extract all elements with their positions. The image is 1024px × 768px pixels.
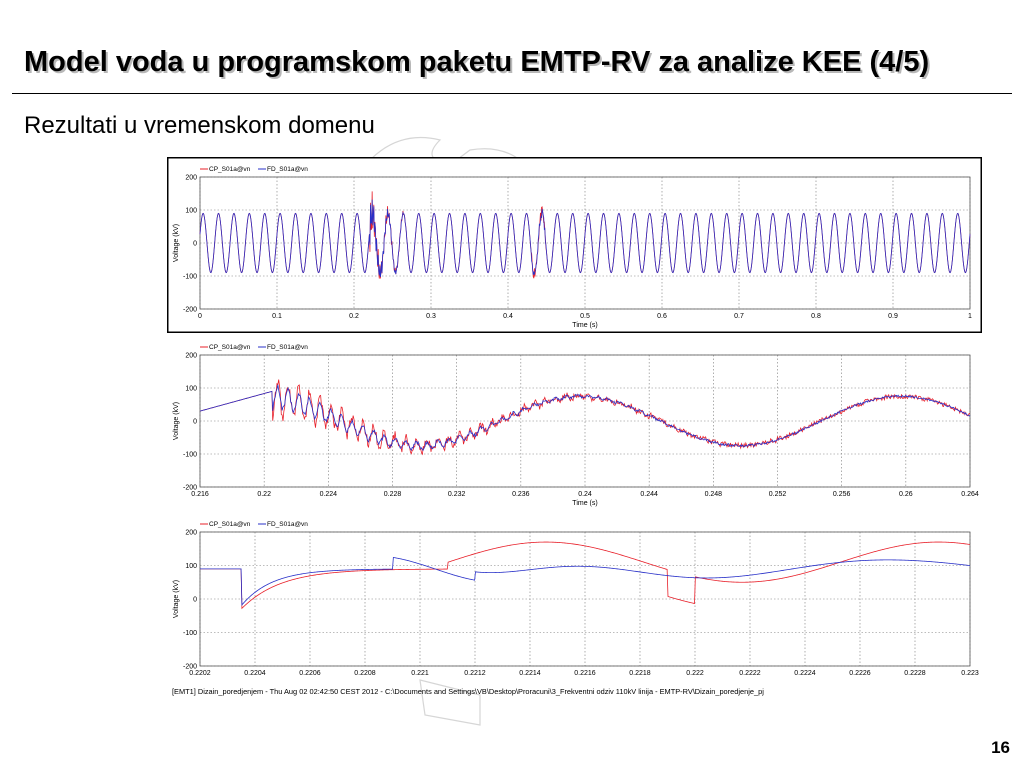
x-tick-label: 0.224 bbox=[320, 491, 338, 498]
y-axis-label: Voltage (kV) bbox=[173, 402, 180, 440]
x-tick-label: 0.26 bbox=[899, 491, 913, 498]
legend: CP_S01a@vn FD_S01a@vn bbox=[200, 344, 308, 351]
x-tick-label: 0.248 bbox=[705, 491, 723, 498]
x-tick-label: 0.1 bbox=[272, 313, 282, 320]
x-tick-label: 0.7 bbox=[734, 313, 744, 320]
chart-3: 0.2202 0.2204 0.2206 0.2208 0.221 0.2212 0.221… bbox=[173, 521, 979, 677]
x-tick-label: 0.2208 bbox=[354, 670, 376, 677]
series-fd-line bbox=[199, 199, 971, 278]
y-tick-label: -100 bbox=[183, 274, 197, 281]
chart-outer-frame bbox=[167, 157, 982, 333]
y-tick-label: 0 bbox=[193, 419, 197, 426]
x-tick-label: 0.252 bbox=[769, 491, 787, 498]
x-tick-label: 0.2214 bbox=[519, 670, 541, 677]
x-tick-label: 0.2 bbox=[349, 313, 359, 320]
y-tick-label: 200 bbox=[185, 530, 197, 537]
x-tick-label: 0.2218 bbox=[629, 670, 651, 677]
series-fd-line bbox=[200, 557, 971, 606]
x-axis-label: Time (s) bbox=[572, 500, 597, 507]
x-tick-label: 0.2224 bbox=[794, 670, 816, 677]
x-tick-label: 0.22 bbox=[257, 491, 271, 498]
chart-panel-1: 0 0.1 0.2 0.3 0.4 0.5 0.6 0.7 0.8 0.9 1 200 100 0 -100… bbox=[167, 157, 982, 333]
x-tick-label: 0.6 bbox=[657, 313, 667, 320]
slide-subtitle: Rezultati u vremenskom domenu bbox=[24, 112, 375, 139]
y-axis-label: Voltage (kV) bbox=[173, 580, 180, 618]
title-divider bbox=[12, 93, 1012, 94]
footer-path: [EMT1] Dizain_poredjenjem - Thu Aug 02 0… bbox=[172, 687, 764, 696]
x-tick-label: 0.221 bbox=[411, 670, 429, 677]
chart-2: 0.216 0.22 0.224 0.228 0.232 0.236 0.24 0.244 0.… bbox=[173, 344, 979, 507]
grid bbox=[199, 354, 971, 488]
x-tick-label: 0.264 bbox=[961, 491, 979, 498]
plot-area-frame bbox=[199, 531, 971, 667]
y-tick-label: -200 bbox=[183, 664, 197, 671]
series-fd-line bbox=[199, 384, 971, 452]
x-tick-label: 0.244 bbox=[640, 491, 658, 498]
x-tick-label: 0 bbox=[198, 313, 202, 320]
legend-label: CP_S01a@vn bbox=[209, 344, 251, 351]
plot-area-frame bbox=[199, 354, 971, 488]
x-tick-label: 0.236 bbox=[512, 491, 530, 498]
x-tick-label: 0.8 bbox=[811, 313, 821, 320]
x-tick-label: 0.222 bbox=[686, 670, 704, 677]
y-tick-label: 100 bbox=[185, 386, 197, 393]
y-tick-label: 0 bbox=[193, 241, 197, 248]
y-tick-label: 100 bbox=[185, 563, 197, 570]
y-tick-label: 200 bbox=[185, 175, 197, 182]
legend-label: CP_S01a@vn bbox=[209, 521, 251, 528]
x-tick-label: 0.223 bbox=[961, 670, 979, 677]
x-tick-label: 0.2212 bbox=[464, 670, 486, 677]
legend-label: CP_S01a@vn bbox=[209, 166, 251, 173]
x-tick-label: 0.24 bbox=[578, 491, 592, 498]
y-tick-label: -100 bbox=[183, 452, 197, 459]
x-tick-label: 0.2228 bbox=[904, 670, 926, 677]
chart-panel-2: 0.216 0.22 0.224 0.228 0.232 0.236 0.24 0.244 0.… bbox=[167, 337, 982, 511]
x-tick-label: 0.5 bbox=[580, 313, 590, 320]
x-tick-label: 0.228 bbox=[384, 491, 402, 498]
y-tick-label: -100 bbox=[183, 630, 197, 637]
legend-label: FD_S01a@vn bbox=[267, 166, 308, 173]
x-tick-label: 0.232 bbox=[448, 491, 466, 498]
x-tick-label: 0.2222 bbox=[739, 670, 761, 677]
x-tick-label: 0.2216 bbox=[574, 670, 596, 677]
chart-panel-3: 0.2202 0.2204 0.2206 0.2208 0.221 0.2212 0.221… bbox=[167, 514, 982, 684]
legend-label: FD_S01a@vn bbox=[267, 521, 308, 528]
x-tick-label: 0.256 bbox=[833, 491, 851, 498]
x-tick-label: 0.2206 bbox=[299, 670, 321, 677]
y-tick-label: -200 bbox=[183, 485, 197, 492]
legend: CP_S01a@vn FD_S01a@vn bbox=[200, 166, 308, 173]
grid bbox=[199, 531, 971, 667]
series-cp-line bbox=[199, 379, 971, 456]
series-cp-line bbox=[200, 541, 971, 610]
legend: CP_S01a@vn FD_S01a@vn bbox=[200, 521, 308, 528]
y-tick-label: 100 bbox=[185, 208, 197, 215]
x-tick-label: 0.4 bbox=[503, 313, 513, 320]
y-tick-label: 200 bbox=[185, 353, 197, 360]
page-number: 16 bbox=[991, 738, 1010, 757]
y-axis-label: Voltage (kV) bbox=[173, 224, 180, 262]
x-tick-label: 0.2204 bbox=[244, 670, 266, 677]
y-tick-label: 0 bbox=[193, 597, 197, 604]
x-tick-label: 0.3 bbox=[426, 313, 436, 320]
plot-area-frame bbox=[199, 176, 971, 310]
x-tick-label: 0.9 bbox=[888, 313, 898, 320]
x-tick-label: 1 bbox=[968, 313, 972, 320]
legend-label: FD_S01a@vn bbox=[267, 344, 308, 351]
slide-title: Model voda u programskom paketu EMTP-RV … bbox=[24, 46, 930, 78]
chart-1: 0 0.1 0.2 0.3 0.4 0.5 0.6 0.7 0.8 0.9 1 200 100 0 -100… bbox=[167, 157, 982, 333]
y-tick-label: -200 bbox=[183, 307, 197, 314]
x-tick-label: 0.216 bbox=[191, 491, 209, 498]
x-axis-label: Time (s) bbox=[572, 322, 597, 329]
x-tick-label: 0.2226 bbox=[849, 670, 871, 677]
x-tick-label: 0.2202 bbox=[189, 670, 211, 677]
